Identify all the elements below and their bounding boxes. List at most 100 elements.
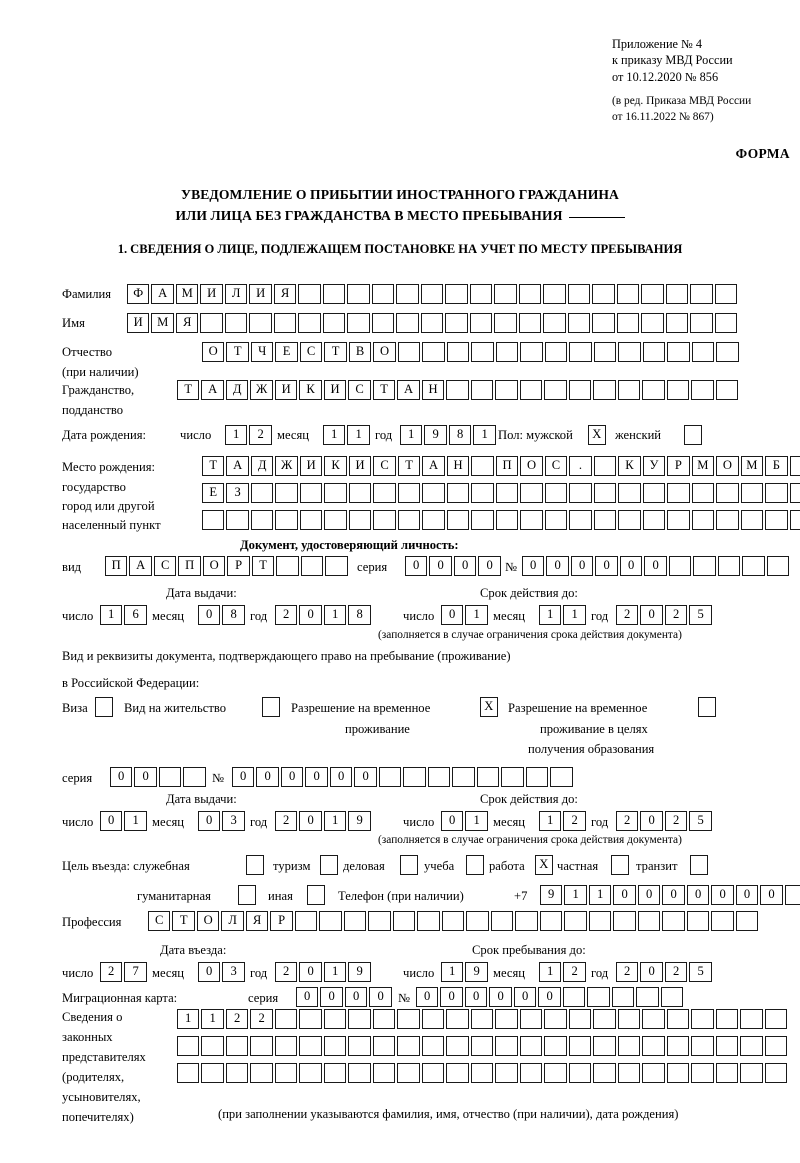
grid-cell[interactable] [323,1036,347,1056]
grid-cell[interactable] [322,313,346,333]
grid-cell[interactable] [183,767,206,787]
purpose-study-checkbox[interactable] [466,855,484,875]
grid-cell[interactable]: 0 [613,885,636,905]
grid-cell[interactable] [441,911,465,931]
grid-cell[interactable] [715,1009,739,1029]
grid-cell[interactable] [519,1063,543,1083]
grid-cell[interactable] [347,284,370,304]
grid-cell[interactable] [495,510,519,530]
grid-cell[interactable] [789,456,800,476]
grid-cell[interactable] [324,510,347,530]
grid-cell[interactable]: В [348,342,372,362]
grid-cell[interactable] [715,1063,739,1083]
grid-cell[interactable] [642,342,666,362]
sex-female-checkbox[interactable] [684,425,702,445]
grid-cell[interactable] [642,1009,665,1029]
grid-cell[interactable] [667,483,690,503]
grid-cell[interactable] [201,1036,224,1056]
grid-cell[interactable] [544,342,568,362]
grid-cell[interactable]: 0 [637,885,661,905]
grid-cell[interactable] [397,1063,420,1083]
grid-cell[interactable] [715,380,739,400]
grid-cell[interactable] [740,1009,763,1029]
grid-cell[interactable] [445,313,468,333]
grid-cell[interactable] [567,313,591,333]
grid-cell[interactable] [177,1036,200,1056]
grid-cell[interactable] [765,510,788,530]
grid-cell[interactable] [420,284,444,304]
grid-cell[interactable] [501,767,524,787]
sex-male-checkbox[interactable]: X [588,425,606,445]
grid-cell[interactable] [642,510,666,530]
grid-cell[interactable] [691,510,715,530]
grid-cell[interactable] [691,380,714,400]
grid-cell[interactable]: 1 [177,1009,200,1029]
grid-cell[interactable] [569,342,592,362]
grid-cell[interactable]: О [196,911,220,931]
grid-cell[interactable] [662,911,685,931]
grid-cell[interactable]: 0 [546,556,569,576]
grid-cell[interactable] [276,556,299,576]
grid-cell[interactable] [200,313,223,333]
grid-cell[interactable] [618,483,641,503]
grid-cell[interactable] [544,510,568,530]
grid-cell[interactable]: 0 [320,987,343,1007]
grid-cell[interactable] [495,380,518,400]
grid-cell[interactable] [593,483,617,503]
grid-cell[interactable]: И [200,284,223,304]
purpose-transit-checkbox[interactable] [690,855,708,875]
grid-cell[interactable] [372,1063,396,1083]
grid-cell[interactable] [569,510,592,530]
grid-cell[interactable] [299,483,323,503]
grid-cell[interactable]: 0 [369,987,392,1007]
grid-cell[interactable] [397,1036,420,1056]
grid-cell[interactable] [568,1036,592,1056]
grid-cell[interactable]: А [151,284,174,304]
birthplace-row-3[interactable] [202,510,800,530]
grid-cell[interactable]: Б [765,456,788,476]
grid-cell[interactable]: 0 [305,767,328,787]
grid-cell[interactable]: И [249,284,272,304]
grid-cell[interactable]: 1 [563,605,586,625]
grid-cell[interactable]: Т [251,556,275,576]
grid-cell[interactable]: 8 [222,605,245,625]
grid-cell[interactable]: Е [202,483,225,503]
grid-cell[interactable] [299,1036,322,1056]
grid-cell[interactable] [618,342,641,362]
grid-cell[interactable] [495,342,519,362]
grid-cell[interactable]: 1 [539,962,562,982]
grid-cell[interactable] [348,483,372,503]
grid-cell[interactable]: 9 [348,811,371,831]
grid-cell[interactable] [567,284,591,304]
grid-cell[interactable] [396,313,419,333]
grid-cell[interactable]: Т [172,911,195,931]
purpose-work-checkbox[interactable]: X [535,855,553,875]
grid-cell[interactable] [642,380,665,400]
grid-cell[interactable]: 0 [513,987,537,1007]
grid-cell[interactable] [471,483,494,503]
grid-cell[interactable] [660,987,684,1007]
grid-cell[interactable]: О [202,556,226,576]
grid-cell[interactable] [525,767,549,787]
grid-cell[interactable]: Я [175,313,199,333]
grid-cell[interactable]: 2 [100,962,123,982]
grid-cell[interactable] [422,483,445,503]
grid-cell[interactable]: 0 [441,605,464,625]
grid-cell[interactable] [421,1036,445,1056]
grid-cell[interactable]: А [397,380,420,400]
grid-cell[interactable] [691,483,715,503]
grid-cell[interactable] [564,911,587,931]
grid-cell[interactable] [372,1036,396,1056]
grid-cell[interactable]: 3 [222,962,245,982]
grid-cell[interactable]: . [569,456,592,476]
grid-cell[interactable]: 1 [473,425,496,445]
purpose-other-checkbox[interactable] [307,885,325,905]
